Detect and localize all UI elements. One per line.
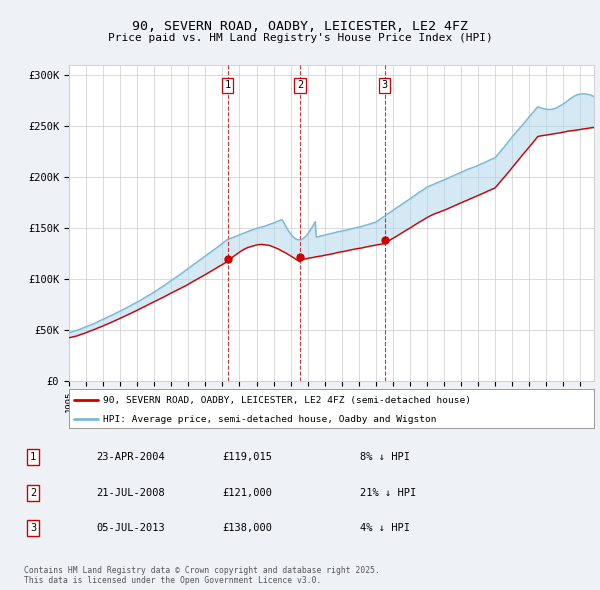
Text: 21-JUL-2008: 21-JUL-2008 [96, 488, 165, 497]
Text: 90, SEVERN ROAD, OADBY, LEICESTER, LE2 4FZ (semi-detached house): 90, SEVERN ROAD, OADBY, LEICESTER, LE2 4… [103, 396, 471, 405]
Text: £119,015: £119,015 [222, 453, 272, 462]
Text: 1: 1 [30, 453, 36, 462]
Text: 2: 2 [297, 80, 303, 90]
Text: Contains HM Land Registry data © Crown copyright and database right 2025.
This d: Contains HM Land Registry data © Crown c… [24, 566, 380, 585]
Text: 23-APR-2004: 23-APR-2004 [96, 453, 165, 462]
Text: 21% ↓ HPI: 21% ↓ HPI [360, 488, 416, 497]
Text: £138,000: £138,000 [222, 523, 272, 533]
Text: £121,000: £121,000 [222, 488, 272, 497]
Text: 2: 2 [30, 488, 36, 497]
Text: Price paid vs. HM Land Registry's House Price Index (HPI): Price paid vs. HM Land Registry's House … [107, 34, 493, 43]
Text: 3: 3 [382, 80, 388, 90]
Text: 3: 3 [30, 523, 36, 533]
Text: 8% ↓ HPI: 8% ↓ HPI [360, 453, 410, 462]
Text: 4% ↓ HPI: 4% ↓ HPI [360, 523, 410, 533]
Text: 1: 1 [224, 80, 231, 90]
Text: 05-JUL-2013: 05-JUL-2013 [96, 523, 165, 533]
Text: 90, SEVERN ROAD, OADBY, LEICESTER, LE2 4FZ: 90, SEVERN ROAD, OADBY, LEICESTER, LE2 4… [132, 20, 468, 33]
Text: HPI: Average price, semi-detached house, Oadby and Wigston: HPI: Average price, semi-detached house,… [103, 415, 437, 424]
